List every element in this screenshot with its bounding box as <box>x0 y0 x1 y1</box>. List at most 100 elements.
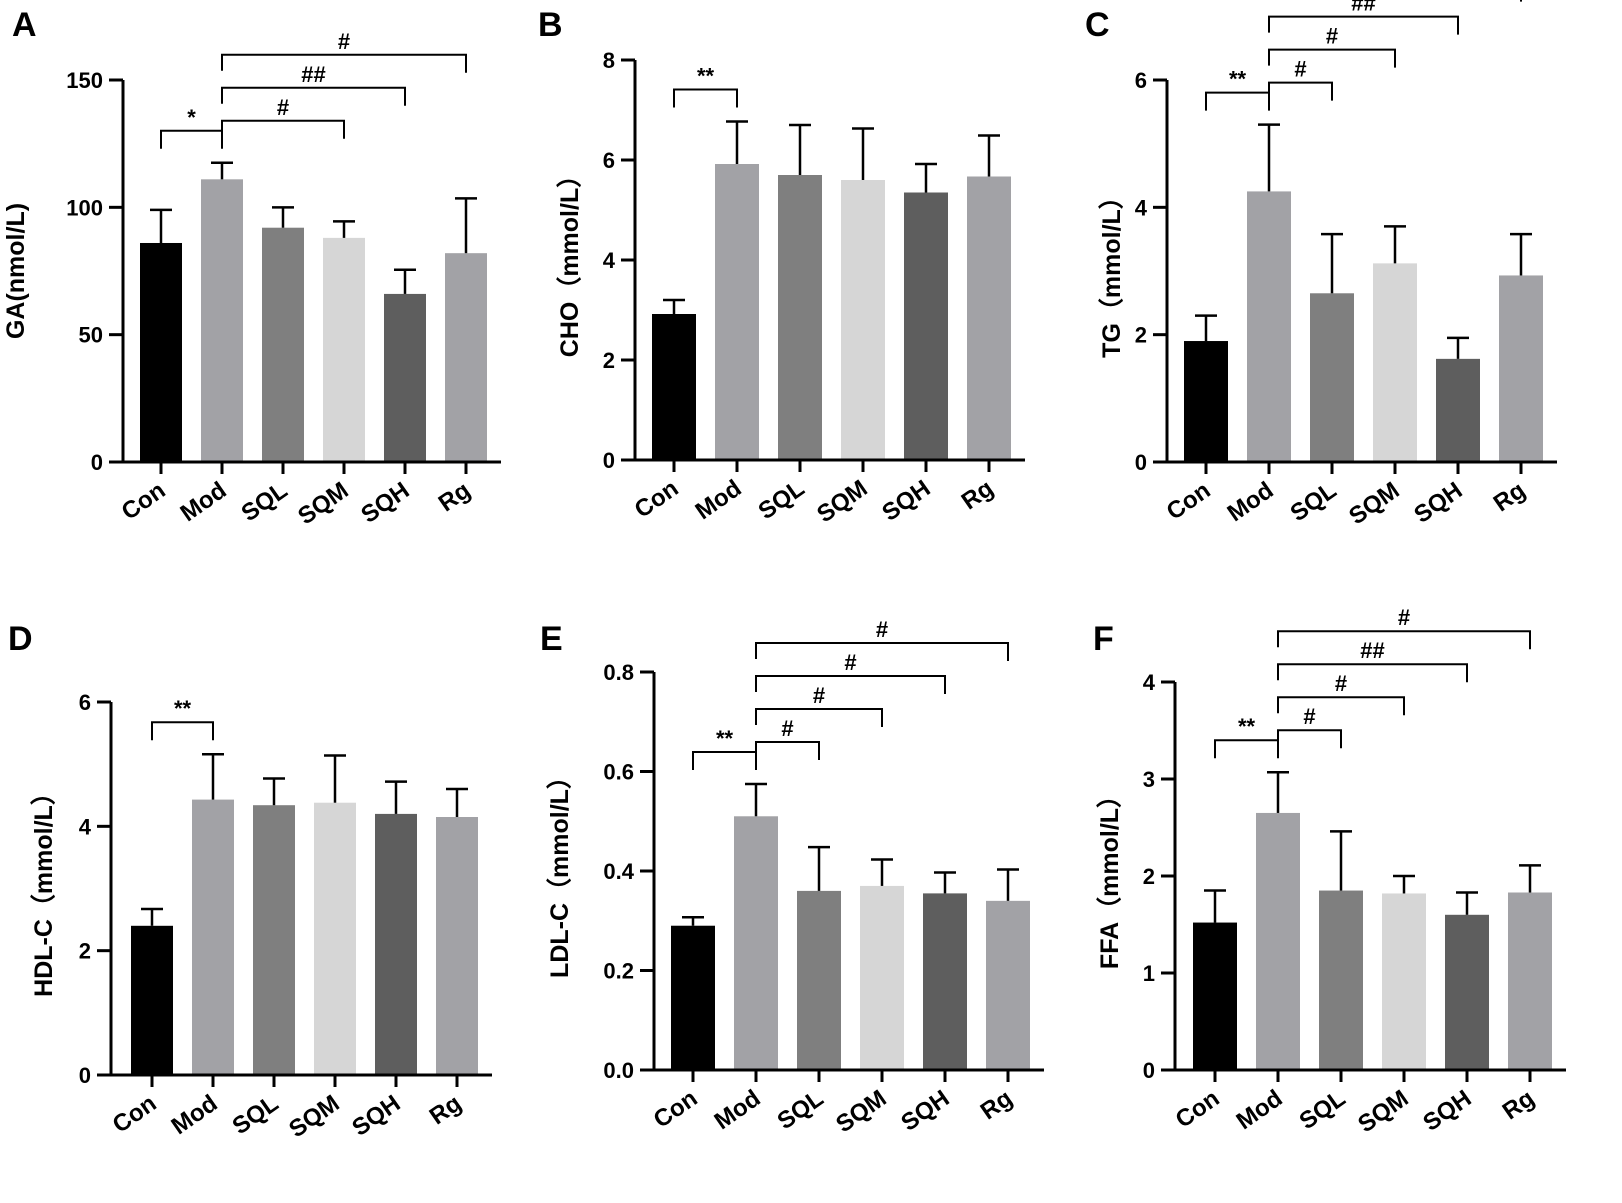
y-axis-label: FFA（mmol/L） <box>1095 783 1124 969</box>
y-tick-label: 0 <box>603 448 615 473</box>
x-tick-label: SQM <box>812 475 872 528</box>
x-tick-label: Rg <box>1498 1085 1540 1125</box>
bar <box>140 242 182 462</box>
bar <box>192 799 234 1075</box>
x-tick-label: Mod <box>176 477 232 527</box>
x-tick-label: SQL <box>773 1085 829 1135</box>
y-tick-label: 2 <box>1143 864 1155 889</box>
x-tick-label: Mod <box>1232 1085 1288 1135</box>
x-tick-label: Rg <box>425 1090 467 1130</box>
x-tick-label: SQH <box>877 475 935 527</box>
y-tick-label: 4 <box>79 814 92 839</box>
x-tick-label: SQM <box>293 477 353 530</box>
y-tick-label: 150 <box>66 68 103 93</box>
significance-bracket <box>755 641 1009 661</box>
y-tick-label: 1 <box>1143 961 1155 986</box>
bar <box>314 802 356 1075</box>
significance-bracket <box>1268 81 1333 101</box>
significance-label: ** <box>174 696 192 721</box>
bar <box>652 314 696 460</box>
bar <box>797 890 841 1070</box>
significance-bracket <box>1277 663 1468 683</box>
significance-label: # <box>781 716 793 741</box>
significance-label: # <box>844 650 856 675</box>
significance-bracket <box>1277 729 1342 749</box>
y-tick-label: 4 <box>603 248 616 273</box>
x-tick-label: SQH <box>896 1085 954 1137</box>
bar <box>436 817 478 1075</box>
y-axis-label: TG（mmol/L） <box>1097 184 1126 358</box>
x-tick-label: Rg <box>434 477 476 517</box>
significance-bracket <box>1268 15 1459 35</box>
significance-bracket <box>692 750 757 770</box>
bar <box>734 816 778 1070</box>
panel-label: F <box>1093 620 1114 658</box>
bar <box>375 813 417 1075</box>
bar <box>1247 191 1291 462</box>
y-tick-label: 100 <box>66 195 103 220</box>
bar <box>967 176 1011 460</box>
panel-label: B <box>538 6 563 44</box>
bar <box>1499 275 1543 462</box>
bar <box>445 253 487 462</box>
y-tick-label: 0 <box>79 1063 91 1088</box>
bar <box>715 164 759 460</box>
bar <box>384 293 426 462</box>
x-tick-label: SQL <box>1295 1085 1351 1135</box>
panel-d: D 0 2 4 6 Con Mod SQL SQM SQH Rg HDL-C（mmol/L） ** <box>8 620 492 1143</box>
y-tick-label: 0 <box>1135 450 1147 475</box>
significance-bracket <box>221 86 406 106</box>
bar <box>1193 922 1237 1070</box>
x-tick-label: SQL <box>1286 477 1342 527</box>
x-tick-label: SQL <box>754 475 810 525</box>
bar <box>1436 358 1480 462</box>
x-tick-label: SQH <box>1409 477 1467 529</box>
y-axis-label: LDL-C（mmol/L） <box>545 764 574 978</box>
x-tick-label: Mod <box>710 1085 766 1135</box>
x-tick-label: Con <box>630 475 684 524</box>
significance-bracket <box>221 53 467 73</box>
y-tick-label: 0.2 <box>603 959 634 984</box>
significance-label: ** <box>1238 714 1256 739</box>
y-tick-label: 0.8 <box>603 660 634 685</box>
x-tick-label: Rg <box>957 475 999 515</box>
bar <box>1382 893 1426 1070</box>
y-tick-label: 6 <box>603 148 615 173</box>
panel-label: C <box>1085 6 1110 44</box>
x-tick-label: Mod <box>1223 477 1279 527</box>
y-tick-label: 0.0 <box>603 1058 634 1083</box>
x-tick-label: SQM <box>1344 477 1404 530</box>
significance-label: # <box>338 29 350 54</box>
x-tick-label: Mod <box>167 1090 223 1140</box>
bar <box>253 805 295 1075</box>
bar <box>923 893 967 1070</box>
significance-bracket <box>1520 0 1522 2</box>
bar <box>262 227 304 462</box>
y-tick-label: 0.6 <box>603 760 634 785</box>
significance-bracket <box>755 707 883 727</box>
y-tick-label: 3 <box>1143 767 1155 792</box>
y-axis-label: GA(nmol/L) <box>2 203 30 339</box>
x-tick-label: SQH <box>356 477 414 529</box>
x-tick-label: Rg <box>1489 477 1531 517</box>
x-tick-label: Con <box>649 1085 703 1134</box>
y-axis-label: HDL-C（mmol/L） <box>29 780 58 997</box>
panel-e: E 0.0 0.2 0.4 0.6 0.8 Con Mod SQL SQM SQH Rg LDL-C（m… <box>540 617 1044 1138</box>
x-tick-label: Con <box>108 1090 162 1139</box>
significance-label: ## <box>1360 638 1384 663</box>
x-tick-label: Con <box>1171 1085 1225 1134</box>
bar <box>904 192 948 460</box>
significance-label: # <box>813 683 825 708</box>
significance-label: ** <box>1229 67 1247 92</box>
y-tick-label: 2 <box>603 348 615 373</box>
significance-label: # <box>1326 24 1338 49</box>
significance-label: # <box>1294 57 1306 82</box>
panel-label: D <box>8 620 33 658</box>
significance-bracket <box>755 740 820 760</box>
bar <box>1373 263 1417 462</box>
y-tick-label: 6 <box>79 690 91 715</box>
significance-bracket <box>1205 91 1270 111</box>
